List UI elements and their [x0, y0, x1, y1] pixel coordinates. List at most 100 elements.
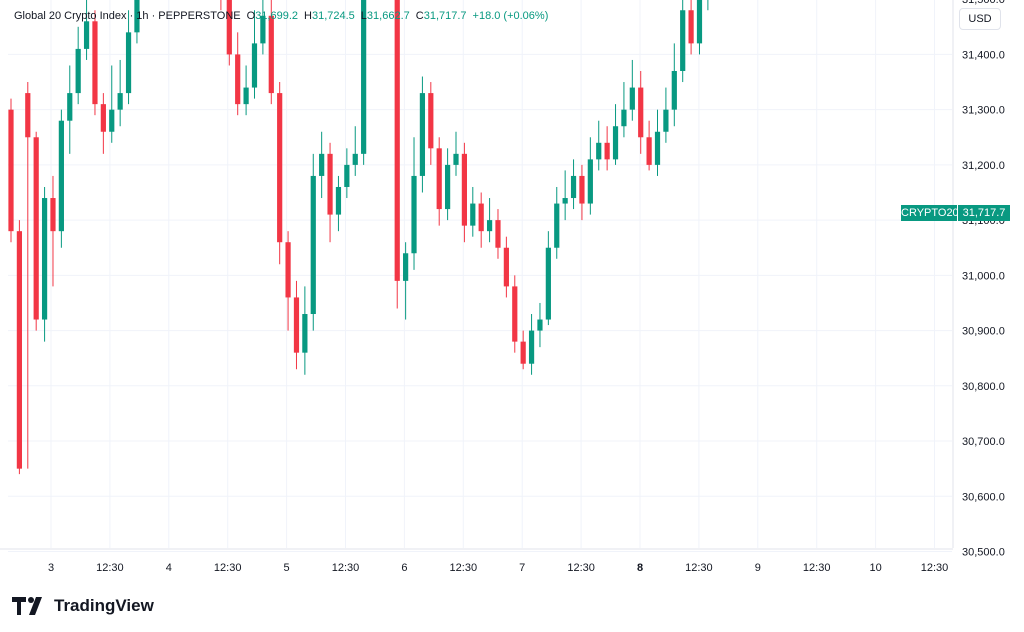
candle-body	[319, 153, 325, 176]
candle-body	[612, 126, 619, 160]
x-tick-label: 3	[48, 562, 54, 574]
y-tick-label: 31,300.0	[962, 105, 1005, 117]
candle-body	[92, 21, 98, 105]
tradingview-logo-icon	[12, 597, 42, 615]
y-tick-label: 31,400.0	[962, 49, 1005, 61]
candle-body	[646, 137, 652, 165]
change-value: +18.0 (+0.06%)	[472, 10, 549, 22]
open-label: O	[246, 10, 256, 22]
candle-body	[671, 70, 677, 110]
candle-body	[83, 21, 90, 49]
candle-body	[125, 32, 132, 94]
candle-body	[16, 231, 22, 469]
candle-body	[251, 43, 258, 88]
brand-name: TradingView	[54, 596, 154, 615]
candle-body	[461, 153, 467, 226]
candle-body	[226, 0, 232, 55]
candle-body	[495, 220, 501, 248]
y-tick-label: 30,900.0	[962, 326, 1005, 338]
x-tick-label: 12:30	[96, 562, 124, 574]
low-value: 31,662.7	[366, 10, 410, 22]
high-value: 31,724.5	[311, 10, 355, 22]
candle-body	[419, 93, 426, 176]
candle-body	[335, 186, 342, 215]
candle-body	[58, 120, 64, 232]
y-tick-label: 31,500.0	[962, 0, 1005, 6]
candle-body	[411, 175, 417, 254]
candle-body	[654, 131, 661, 165]
candle-body	[277, 93, 283, 243]
candle-body	[453, 153, 459, 165]
candle-body	[688, 10, 694, 44]
candle-body	[696, 0, 703, 44]
candle-body	[512, 286, 518, 342]
y-tick-label: 30,700.0	[962, 436, 1005, 448]
candle-body	[604, 142, 610, 160]
x-tick-label: 12:30	[803, 562, 831, 574]
x-tick-label: 4	[166, 562, 172, 574]
candle-body	[403, 253, 409, 281]
candle-body	[302, 314, 308, 353]
close-value: 31,717.7	[423, 10, 467, 22]
price-axis: 30,500.0 30,600.0 30,700.0 30,800.0 30,900.0…	[952, 0, 1005, 559]
candle-body	[520, 341, 526, 364]
candle-body	[528, 330, 535, 364]
candle-body	[8, 109, 14, 232]
candle-body	[596, 142, 602, 160]
x-tick-label: 6	[401, 562, 407, 574]
candle-body	[293, 297, 300, 353]
x-tick-label: 5	[284, 562, 290, 574]
candle-body	[394, 0, 400, 281]
candle-body	[478, 203, 484, 232]
y-tick-label: 30,600.0	[962, 491, 1005, 503]
tradingview-logo[interactable]: TradingView	[12, 596, 154, 616]
x-tick-label: 12:30	[921, 562, 949, 574]
candle-body	[50, 198, 56, 232]
candle-body	[554, 203, 560, 248]
candle-body	[361, 0, 367, 154]
candle-body	[436, 148, 442, 210]
x-tick-label: 12:30	[214, 562, 242, 574]
high-label: H	[304, 10, 312, 22]
candle-body	[285, 242, 291, 298]
candle-body	[75, 48, 81, 94]
candle-body	[310, 175, 316, 315]
candle-body	[470, 203, 476, 226]
candle-body	[67, 93, 73, 121]
candle-body	[117, 93, 123, 110]
candles	[8, 0, 709, 475]
low-label: L	[360, 10, 367, 22]
close-label: C	[415, 10, 424, 22]
candle-body	[260, 15, 266, 44]
candle-body	[579, 175, 585, 204]
currency-button[interactable]: USD	[959, 8, 1001, 30]
candle-body	[33, 137, 39, 320]
time-axis: 3 12:30 4 12:30 5 12:30 6 12:30 7 12:30 8 12:30 9 12:…	[0, 548, 953, 574]
candle-body	[570, 175, 577, 199]
x-tick-label: 12:30	[450, 562, 478, 574]
chart-grid	[8, 0, 952, 552]
candle-body	[562, 198, 568, 204]
candle-body	[486, 220, 493, 232]
candle-body	[621, 109, 627, 127]
candle-body	[428, 93, 434, 149]
candle-body	[663, 109, 669, 132]
y-tick-label: 30,500.0	[962, 547, 1005, 559]
candle-body	[268, 15, 274, 94]
candle-body	[638, 87, 644, 138]
candle-body	[109, 109, 115, 132]
y-tick-label: 30,800.0	[962, 381, 1005, 393]
candle-body	[25, 93, 31, 138]
x-tick-label: 7	[519, 562, 525, 574]
candle-body	[503, 247, 509, 287]
y-tick-label: 31,200.0	[962, 160, 1005, 172]
candle-body	[327, 153, 333, 215]
x-tick-label: 12:30	[685, 562, 713, 574]
y-tick-label: 31,000.0	[962, 270, 1005, 282]
candle-body	[545, 247, 551, 320]
candle-body	[537, 319, 543, 331]
price-tag-value: 31,717.7	[958, 205, 1010, 221]
candle-body	[134, 0, 140, 33]
candle-body	[100, 104, 106, 132]
